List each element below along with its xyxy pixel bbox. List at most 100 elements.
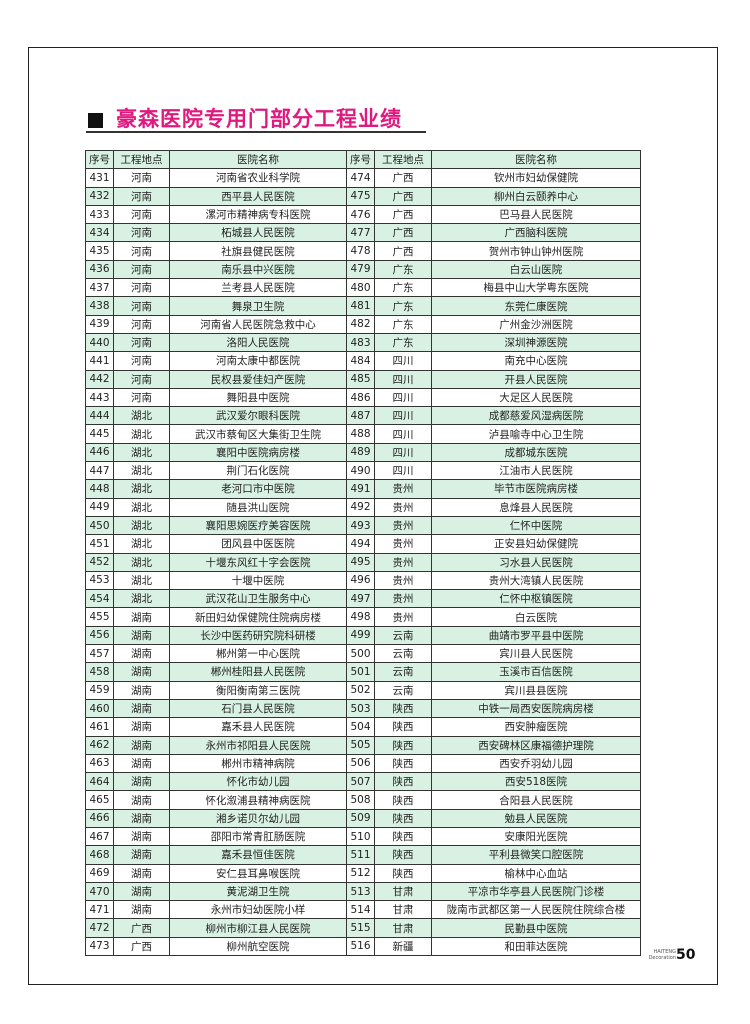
table-row: 470 湖南 黄泥湖卫生院 513 甘肃 平凉市华亭县人民医院门诊楼 [85,881,641,902]
cell-index: 466 [85,808,114,828]
cell-index: 506 [346,753,375,774]
cell-index: 515 [346,918,375,938]
cell-index: 456 [85,625,114,646]
cell-index: 468 [85,845,114,865]
cell-location: 陕西 [374,698,432,719]
table-row: 458 湖南 郴州桂阳县人民医院 501 云南 玉溪市百信医院 [85,662,641,682]
cell-index: 449 [85,497,114,517]
cell-hospital-name: 白云山医院 [431,259,641,280]
cell-index: 461 [85,717,114,737]
cell-hospital-name: 武汉市蔡甸区大集街卫生院 [169,424,347,444]
cell-index: 438 [85,296,114,316]
cell-hospital-name: 西平县人民医院 [169,186,347,206]
cell-hospital-name: 白云医院 [431,607,641,627]
table-row: 463 湖南 郴州市精神病院 506 陕西 西安乔羽幼儿园 [85,753,641,774]
brand-line: Decoration [648,955,676,961]
cell-index: 440 [85,332,114,353]
cell-location: 湖南 [113,735,170,755]
cell-index: 503 [346,698,375,719]
cell-location: 湖南 [113,881,170,902]
table-row: 437 河南 兰考县人民医院 480 广东 梅县中山大学粤东医院 [85,278,641,298]
table-row: 469 湖南 安仁县耳鼻喉医院 512 陕西 榆林中心血站 [85,863,641,883]
cell-location: 陕西 [374,826,432,847]
table-row: 444 湖北 武汉爱尔眼科医院 487 四川 成都慈爱风湿病医院 [85,406,641,426]
table-row: 443 河南 舞阳县中医院 486 四川 大足区人民医院 [85,387,641,408]
cell-location: 四川 [374,461,432,481]
cell-hospital-name: 宾川县人民医院 [431,644,641,664]
title-square-icon [88,113,103,128]
cell-index: 483 [346,332,375,353]
cell-index: 467 [85,826,114,847]
cell-hospital-name: 息烽县人民医院 [431,497,641,517]
cell-hospital-name: 和田菲达医院 [431,936,641,957]
cell-hospital-name: 邵阳市常青肛肠医院 [169,826,347,847]
cell-location: 广东 [374,296,432,316]
cell-index: 511 [346,845,375,865]
cell-index: 453 [85,570,114,591]
table-row: 464 湖南 怀化市幼儿园 507 陕西 西安518医院 [85,772,641,792]
cell-location: 湖北 [113,424,170,444]
cell-hospital-name: 南充中心医院 [431,351,641,371]
cell-hospital-name: 社旗县健民医院 [169,241,347,261]
cell-hospital-name: 衡阳衡南第三医院 [169,680,347,700]
cell-hospital-name: 新田妇幼保健院住院病房楼 [169,607,347,627]
cell-location: 广东 [374,314,432,334]
cell-location: 陕西 [374,790,432,810]
cell-hospital-name: 郴州市精神病院 [169,753,347,774]
cell-index: 474 [346,168,375,188]
table-row: 442 河南 民权县爱佳妇产医院 485 四川 开县人民医院 [85,369,641,389]
cell-location: 湖北 [113,515,170,536]
cell-hospital-name: 河南太康中都医院 [169,351,347,371]
cell-hospital-name: 西安肿瘤医院 [431,717,641,737]
cell-hospital-name: 巴马县人民医院 [431,204,641,225]
cell-hospital-name: 团风县中医医院 [169,534,347,554]
cell-index: 448 [85,479,114,499]
cell-hospital-name: 荆门石化医院 [169,461,347,481]
cell-index: 462 [85,735,114,755]
cell-index: 435 [85,241,114,261]
cell-location: 湖北 [113,589,170,609]
table-row: 445 湖北 武汉市蔡甸区大集街卫生院 488 四川 泸县喻寺中心卫生院 [85,424,641,444]
cell-location: 贵州 [374,479,432,499]
cell-hospital-name: 毕节市医院病房楼 [431,479,641,499]
cell-index: 437 [85,278,114,298]
table-row: 435 河南 社旗县健民医院 478 广西 贺州市钟山钟州医院 [85,241,641,261]
cell-hospital-name: 仁怀中枢镇医院 [431,589,641,609]
cell-index: 447 [85,461,114,481]
cell-location: 新疆 [374,936,432,957]
cell-index: 505 [346,735,375,755]
brand-line: HAITENG [653,949,676,955]
cell-index: 509 [346,808,375,828]
page-header: 豪森医院专用门部分工程业绩 [86,103,426,133]
cell-hospital-name: 湘乡诺贝尔幼儿园 [169,808,347,828]
cell-index: 473 [85,936,114,957]
cell-location: 湖南 [113,717,170,737]
cell-location: 河南 [113,296,170,316]
cell-index: 487 [346,406,375,426]
cell-location: 四川 [374,406,432,426]
cell-index: 441 [85,351,114,371]
cell-hospital-name: 舞阳县中医院 [169,387,347,408]
cell-location: 云南 [374,644,432,664]
cell-location: 广西 [374,168,432,188]
cell-location: 广东 [374,259,432,280]
cell-hospital-name: 十堰中医院 [169,570,347,591]
cell-location: 河南 [113,168,170,188]
cell-index: 471 [85,900,114,920]
cell-index: 464 [85,772,114,792]
cell-index: 494 [346,534,375,554]
cell-index: 478 [346,241,375,261]
table-row: 462 湖南 永州市祁阳县人民医院 505 陕西 西安碑林区康福德护理院 [85,735,641,755]
cell-hospital-name: 武汉爱尔眼科医院 [169,406,347,426]
cell-index: 495 [346,552,375,572]
cell-location: 陕西 [374,808,432,828]
cell-hospital-name: 贺州市钟山钟州医院 [431,241,641,261]
cell-index: 431 [85,168,114,188]
cell-index: 516 [346,936,375,957]
cell-location: 四川 [374,442,432,463]
cell-location: 湖南 [113,863,170,883]
cell-index: 470 [85,881,114,902]
table-row: 467 湖南 邵阳市常青肛肠医院 510 陕西 安康阳光医院 [85,826,641,847]
cell-location: 广西 [374,204,432,225]
cell-location: 云南 [374,662,432,682]
